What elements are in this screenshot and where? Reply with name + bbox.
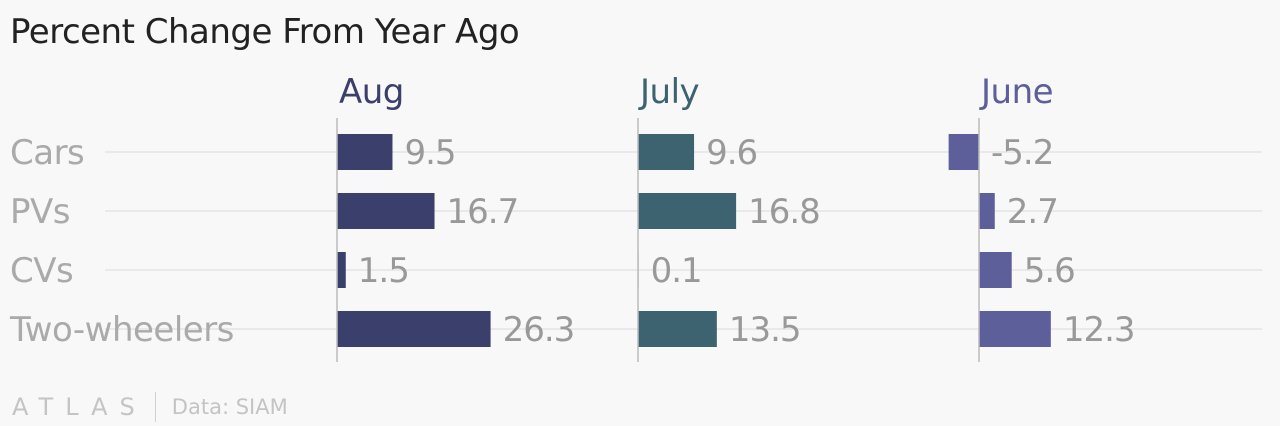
bar-june-cvs	[979, 252, 1012, 288]
value-label-aug-cvs: 1.5	[358, 251, 409, 291]
footer-divider	[154, 392, 156, 422]
data-source: Data: SIAM	[171, 395, 288, 419]
category-label-two-wheelers: Two-wheelers	[9, 310, 234, 350]
value-label-aug-pvs: 16.7	[447, 192, 519, 232]
bar-july-pvs	[638, 193, 737, 229]
category-label-cars: Cars	[10, 133, 84, 173]
value-label-july-two-wheelers: 13.5	[729, 310, 801, 350]
bar-aug-two-wheelers	[337, 311, 491, 347]
value-label-june-cars: -5.2	[991, 133, 1053, 173]
bar-june-cars	[948, 134, 979, 170]
panel-header-june: June	[979, 72, 1053, 112]
bar-aug-cvs	[337, 252, 346, 288]
value-label-july-pvs: 16.8	[748, 192, 820, 232]
bar-aug-cars	[337, 134, 393, 170]
bar-july-cars	[638, 134, 695, 170]
bar-june-pvs	[979, 193, 995, 229]
panel-header-aug: Aug	[339, 72, 404, 112]
atlas-logo: ATLAS	[12, 393, 147, 421]
value-label-june-cvs: 5.6	[1024, 251, 1075, 291]
value-label-aug-cars: 9.5	[404, 133, 455, 173]
value-label-june-pvs: 2.7	[1007, 192, 1058, 232]
value-label-june-two-wheelers: 12.3	[1063, 310, 1135, 350]
panel-header-july: July	[638, 72, 700, 112]
bar-june-two-wheelers	[979, 311, 1051, 347]
category-label-pvs: PVs	[10, 192, 70, 232]
value-label-july-cvs: 0.1	[651, 251, 702, 291]
category-label-cvs: CVs	[10, 251, 73, 291]
chart-title: Percent Change From Year Ago	[10, 12, 520, 52]
bar-aug-pvs	[337, 193, 435, 229]
value-label-july-cars: 9.6	[706, 133, 757, 173]
footer: ATLAS Data: SIAM	[12, 392, 288, 422]
value-label-aug-two-wheelers: 26.3	[503, 310, 575, 350]
bar-july-two-wheelers	[638, 311, 717, 347]
